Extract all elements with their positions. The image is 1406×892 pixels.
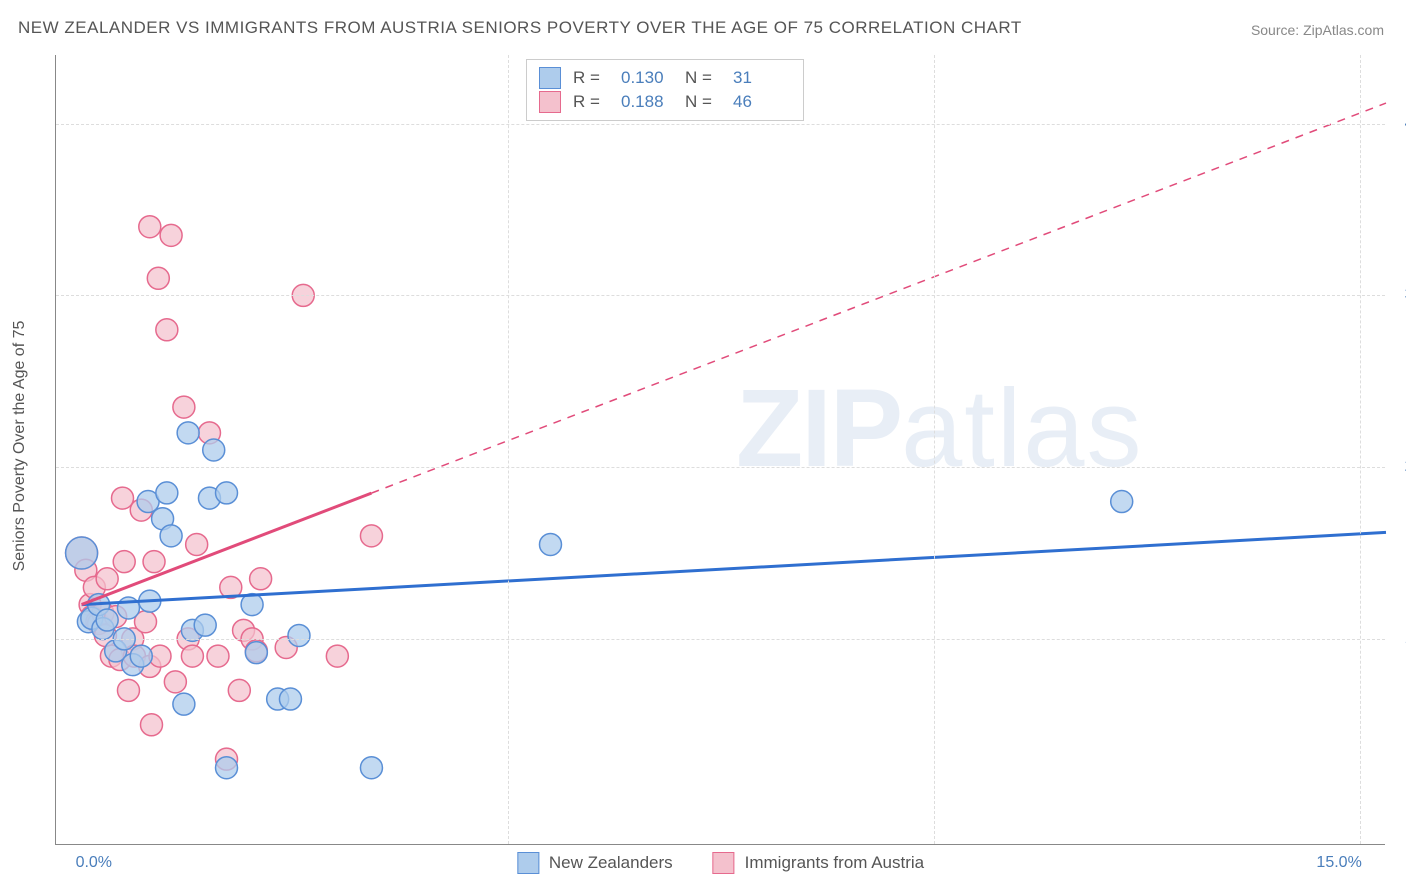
scatter-point	[96, 568, 118, 590]
source-attribution: Source: ZipAtlas.com	[1251, 22, 1384, 38]
hgrid-line	[56, 124, 1385, 125]
legend-r-value-1: 0.188	[621, 90, 673, 114]
hgrid-line	[56, 467, 1385, 468]
scatter-point	[160, 224, 182, 246]
legend-swatch-series-1	[539, 91, 561, 113]
scatter-point	[216, 757, 238, 779]
legend-n-value-0: 31	[733, 66, 785, 90]
y-axis-label: Seniors Poverty Over the Age of 75	[11, 321, 29, 572]
scatter-point	[130, 645, 152, 667]
legend-item-series-1: Immigrants from Austria	[713, 852, 925, 874]
legend-n-label: N =	[685, 66, 721, 90]
legend-item-series-0: New Zealanders	[517, 852, 673, 874]
scatter-point	[117, 679, 139, 701]
legend-n-value-1: 46	[733, 90, 785, 114]
scatter-point	[228, 679, 250, 701]
scatter-point	[360, 757, 382, 779]
correlation-legend: R = 0.130 N = 31 R = 0.188 N = 46	[526, 59, 804, 121]
legend-swatch-bottom-1	[713, 852, 735, 874]
scatter-point	[245, 642, 267, 664]
legend-r-label: R =	[573, 66, 609, 90]
legend-row-series-0: R = 0.130 N = 31	[539, 66, 785, 90]
scatter-point	[143, 551, 165, 573]
legend-n-label: N =	[685, 90, 721, 114]
scatter-point	[140, 714, 162, 736]
scatter-point	[156, 319, 178, 341]
series-legend: New Zealanders Immigrants from Austria	[517, 852, 924, 874]
trend-line-solid	[82, 532, 1386, 604]
scatter-point	[173, 693, 195, 715]
scatter-point	[288, 624, 310, 646]
scatter-point	[96, 609, 118, 631]
trend-line-dashed	[371, 103, 1386, 493]
scatter-point	[139, 216, 161, 238]
hgrid-line	[56, 295, 1385, 296]
x-tick-label: 15.0%	[1316, 854, 1361, 872]
scatter-point	[147, 267, 169, 289]
vgrid-line	[934, 55, 935, 844]
scatter-point	[207, 645, 229, 667]
scatter-point	[112, 487, 134, 509]
scatter-point	[113, 551, 135, 573]
scatter-point	[181, 645, 203, 667]
scatter-point	[326, 645, 348, 667]
scatter-point	[177, 422, 199, 444]
chart-title: NEW ZEALANDER VS IMMIGRANTS FROM AUSTRIA…	[18, 18, 1022, 38]
scatter-point	[279, 688, 301, 710]
legend-swatch-series-0	[539, 67, 561, 89]
scatter-point	[1111, 491, 1133, 513]
scatter-point	[173, 396, 195, 418]
legend-label-1: Immigrants from Austria	[745, 853, 925, 873]
scatter-point	[164, 671, 186, 693]
scatter-point	[66, 537, 98, 569]
scatter-point	[186, 533, 208, 555]
scatter-point	[160, 525, 182, 547]
scatter-point	[250, 568, 272, 590]
scatter-point	[216, 482, 238, 504]
scatter-point	[156, 482, 178, 504]
legend-r-value-0: 0.130	[621, 66, 673, 90]
vgrid-line	[508, 55, 509, 844]
hgrid-line	[56, 639, 1385, 640]
vgrid-line	[1360, 55, 1361, 844]
scatter-point	[539, 533, 561, 555]
plot-area: ZIPatlas R = 0.130 N = 31 R = 0.188 N = …	[55, 55, 1385, 845]
scatter-point	[203, 439, 225, 461]
legend-label-0: New Zealanders	[549, 853, 673, 873]
legend-swatch-bottom-0	[517, 852, 539, 874]
scatter-point	[360, 525, 382, 547]
legend-row-series-1: R = 0.188 N = 46	[539, 90, 785, 114]
scatter-point	[194, 614, 216, 636]
legend-r-label: R =	[573, 90, 609, 114]
x-tick-label: 0.0%	[76, 854, 112, 872]
chart-svg	[56, 55, 1385, 844]
